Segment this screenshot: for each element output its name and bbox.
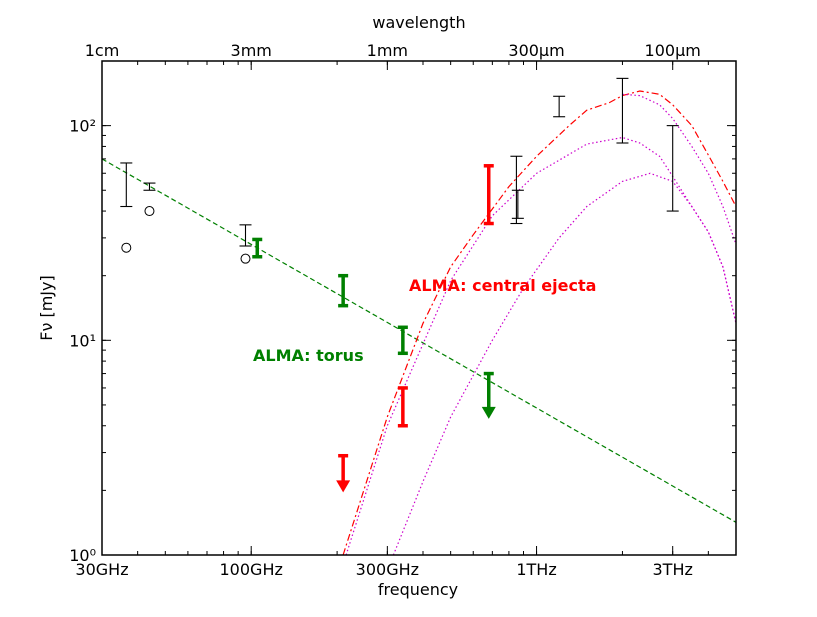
- top-tick-label-3mm: 3mm: [231, 41, 272, 60]
- y-axis-label: Fν [mJy]: [37, 275, 56, 340]
- open-data-point-0: [121, 242, 132, 253]
- x-tick-label-3THz: 3THz: [653, 560, 693, 579]
- chart-title: wavelength: [372, 13, 465, 32]
- series-line-4: [622, 93, 736, 245]
- x-axis-label: frequency: [378, 580, 458, 599]
- series-line-3: [392, 172, 736, 555]
- top-tick-label-1cm: 1cm: [85, 41, 120, 60]
- x-tick-label-100GHz: 100GHz: [220, 560, 283, 579]
- annotation-torus: ALMA: torus: [253, 346, 364, 365]
- y-tick-label-10: 10¹: [69, 331, 96, 350]
- x-tick-label-30GHz: 30GHz: [75, 560, 128, 579]
- top-tick-label-100μm: 100μm: [645, 41, 701, 60]
- x-tick-label-300GHz: 300GHz: [356, 560, 419, 579]
- open-data-point-1: [144, 206, 155, 217]
- x-tick-label-1THz: 1THz: [516, 560, 556, 579]
- top-tick-label-1mm: 1mm: [367, 41, 408, 60]
- series-line-1: [342, 90, 736, 555]
- upper-limit-arrow-1: [481, 406, 496, 419]
- top-tick-label-300μm: 300μm: [508, 41, 564, 60]
- open-data-point-2: [240, 253, 251, 264]
- y-tick-label-100: 10²: [69, 117, 96, 136]
- plot-frame: [101, 60, 737, 556]
- y-tick-label-1: 10⁰: [69, 546, 96, 565]
- series-line-0: [102, 158, 736, 523]
- upper-limit-arrow-0: [336, 480, 351, 493]
- annotation-central-ejecta: ALMA: central ejecta: [409, 276, 596, 295]
